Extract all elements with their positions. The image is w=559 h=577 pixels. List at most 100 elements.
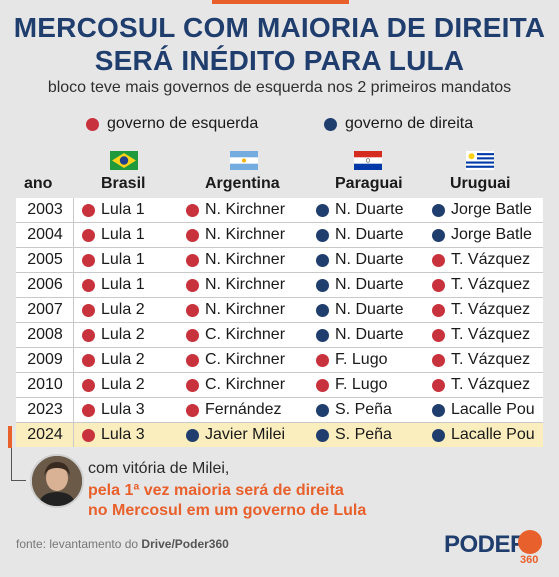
table-cell: Lacalle Pou bbox=[432, 423, 535, 447]
row-separator bbox=[16, 222, 543, 223]
left-dot-icon bbox=[432, 328, 445, 342]
table-cell: Lula 2 bbox=[82, 323, 145, 347]
col-header-argentina: Argentina bbox=[205, 175, 280, 192]
right-dot-icon bbox=[316, 303, 329, 317]
president-name: N. Kirchner bbox=[205, 201, 286, 218]
president-name: C. Kirchner bbox=[205, 351, 286, 368]
year-cell-bg bbox=[16, 348, 74, 372]
left-dot-icon bbox=[82, 428, 95, 442]
row-separator bbox=[16, 347, 543, 348]
president-name: Lula 2 bbox=[101, 351, 145, 368]
subtitle: bloco teve mais governos de esquerda nos… bbox=[47, 79, 512, 96]
right-dot-icon bbox=[432, 428, 445, 442]
row-separator bbox=[16, 322, 543, 323]
table-cell: N. Duarte bbox=[316, 273, 403, 297]
legend-right-label: governo de direita bbox=[345, 115, 474, 132]
col-header-paraguai: Paraguai bbox=[335, 175, 403, 192]
president-name: T. Vázquez bbox=[451, 376, 531, 393]
col-header-ano: ano bbox=[24, 175, 53, 192]
left-dot-icon bbox=[432, 353, 445, 367]
col-header-uruguai: Uruguai bbox=[450, 175, 511, 192]
table-row bbox=[16, 298, 543, 322]
left-dot-icon bbox=[186, 353, 199, 367]
president-name: T. Vázquez bbox=[451, 326, 531, 343]
president-name: Lula 1 bbox=[101, 226, 145, 243]
year-label: 2010 bbox=[27, 376, 63, 393]
highlight-marker bbox=[8, 426, 12, 448]
president-name: Lula 1 bbox=[101, 276, 145, 293]
table-cell: N. Kirchner bbox=[186, 198, 285, 222]
table-cell: Lula 1 bbox=[82, 198, 145, 222]
row-separator bbox=[16, 422, 543, 423]
table-cell: N. Duarte bbox=[316, 223, 403, 247]
table-cell: T. Vázquez bbox=[432, 373, 530, 397]
year-cell-bg bbox=[16, 373, 74, 397]
left-dot-icon bbox=[432, 278, 445, 292]
table-cell: Jorge Batle bbox=[432, 223, 532, 247]
president-name: T. Vázquez bbox=[451, 301, 531, 318]
table-cell: Lula 1 bbox=[82, 273, 145, 297]
president-name: N. Duarte bbox=[335, 226, 404, 243]
president-name: F. Lugo bbox=[335, 376, 388, 393]
president-name: Lula 1 bbox=[101, 201, 145, 218]
logo-icon bbox=[518, 530, 542, 554]
year-cell-bg bbox=[16, 398, 74, 422]
president-name: Fernández bbox=[205, 401, 282, 418]
row-separator bbox=[16, 247, 543, 248]
table-row bbox=[16, 348, 543, 372]
president-name: Lacalle Pou bbox=[451, 401, 535, 418]
president-name: Lula 3 bbox=[101, 401, 145, 418]
president-name: Jorge Batle bbox=[451, 201, 532, 218]
year-cell-bg bbox=[16, 323, 74, 347]
year-cell-bg bbox=[16, 223, 74, 247]
brazil-flag-icon bbox=[110, 151, 138, 170]
table-cell: T. Vázquez bbox=[432, 248, 530, 272]
paraguay-flag-icon bbox=[354, 151, 382, 170]
president-name: F. Lugo bbox=[335, 351, 388, 368]
title-line-1: MERCOSUL COM MAIORIA DE DIREITA bbox=[13, 12, 546, 43]
note-line-1: com vitória de Milei, bbox=[88, 460, 230, 477]
president-name: T. Vázquez bbox=[451, 276, 531, 293]
year-label: 2007 bbox=[27, 301, 63, 318]
president-name: S. Peña bbox=[335, 426, 392, 443]
right-dot-icon bbox=[432, 203, 445, 217]
right-dot-icon bbox=[316, 278, 329, 292]
table-cell: N. Duarte bbox=[316, 198, 403, 222]
connector-line bbox=[11, 448, 26, 481]
portrait-icon bbox=[32, 456, 82, 506]
legend-left: governo de esquerda bbox=[86, 115, 258, 133]
table-cell: N. Kirchner bbox=[186, 298, 285, 322]
col-header-brasil: Brasil bbox=[101, 175, 146, 192]
president-name: Lula 2 bbox=[101, 301, 145, 318]
president-name: N. Duarte bbox=[335, 251, 404, 268]
left-dot-icon bbox=[186, 203, 199, 217]
left-dot-icon bbox=[186, 228, 199, 242]
left-dot-icon bbox=[82, 253, 95, 267]
avatar bbox=[30, 454, 84, 508]
president-name: S. Peña bbox=[335, 401, 392, 418]
year-label: 2009 bbox=[27, 351, 63, 368]
president-name: N. Duarte bbox=[335, 326, 404, 343]
president-name: N. Duarte bbox=[335, 301, 404, 318]
table-cell: Javier Milei bbox=[186, 423, 285, 447]
president-name: Lula 3 bbox=[101, 426, 145, 443]
table-cell: C. Kirchner bbox=[186, 348, 285, 372]
left-dot-icon bbox=[186, 303, 199, 317]
president-name: Javier Milei bbox=[205, 426, 286, 443]
legend-right: governo de direita bbox=[324, 115, 473, 133]
left-dot-icon bbox=[82, 228, 95, 242]
president-name: C. Kirchner bbox=[205, 376, 286, 393]
president-name: N. Kirchner bbox=[205, 301, 286, 318]
left-dot-icon bbox=[82, 353, 95, 367]
president-name: T. Vázquez bbox=[451, 351, 531, 368]
table-cell: T. Vázquez bbox=[432, 323, 530, 347]
logo-sub: 360 bbox=[520, 554, 539, 566]
year-cell-bg bbox=[16, 423, 74, 447]
president-name: N. Duarte bbox=[335, 276, 404, 293]
row-separator bbox=[16, 397, 543, 398]
table-cell: N. Duarte bbox=[316, 298, 403, 322]
table-cell: T. Vázquez bbox=[432, 273, 530, 297]
left-dot-icon bbox=[186, 403, 199, 417]
left-dot-icon bbox=[186, 278, 199, 292]
year-label: 2003 bbox=[27, 201, 63, 218]
